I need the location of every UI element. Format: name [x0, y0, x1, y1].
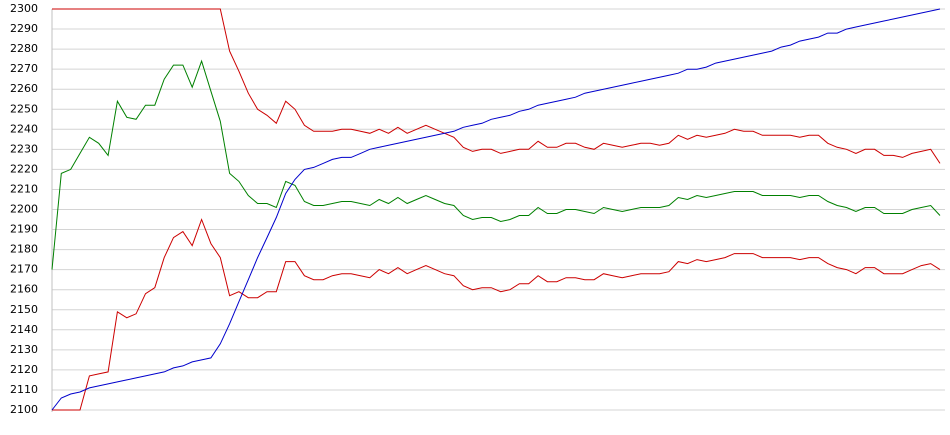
- y-tick-label: 2150: [10, 303, 38, 316]
- y-tick-label: 2180: [10, 243, 38, 256]
- y-tick-label: 2290: [10, 22, 38, 35]
- y-tick-label: 2240: [10, 122, 38, 135]
- y-tick-label: 2190: [10, 223, 38, 236]
- y-tick-label: 2250: [10, 102, 38, 115]
- y-tick-label: 2220: [10, 162, 38, 175]
- y-tick-label: 2140: [10, 323, 38, 336]
- line-series: [51, 59, 941, 270]
- y-tick-label: 2170: [10, 263, 38, 276]
- y-tick-label: 2130: [10, 343, 38, 356]
- y-tick-label: 2260: [10, 82, 38, 95]
- y-tick-label: 2110: [10, 383, 38, 396]
- y-tick-label: 2230: [10, 142, 38, 155]
- line-series: [52, 218, 941, 411]
- y-tick-label: 2120: [10, 363, 38, 376]
- y-tick-label: 2200: [10, 203, 38, 216]
- y-tick-label: 2100: [10, 403, 38, 416]
- line-series: [51, 8, 941, 411]
- y-tick-label: 2300: [10, 2, 38, 15]
- y-tick-label: 2160: [10, 283, 38, 296]
- line-series: [52, 8, 941, 164]
- y-tick-label: 2270: [10, 62, 38, 75]
- y-tick-label: 2210: [10, 182, 38, 195]
- y-tick-label: 2280: [10, 42, 38, 55]
